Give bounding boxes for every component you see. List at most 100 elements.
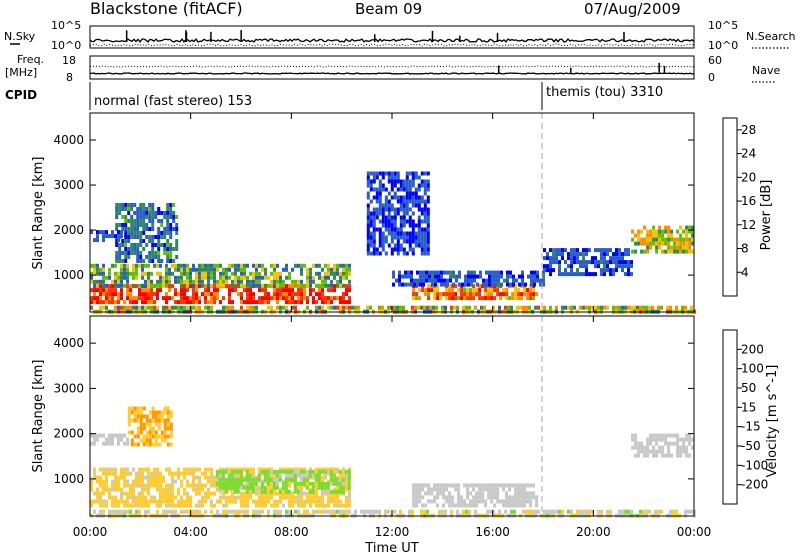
heatmap-cell xyxy=(369,215,373,220)
heatmap-cell xyxy=(499,292,503,297)
heatmap-cell xyxy=(443,282,446,287)
heatmap-cell xyxy=(96,230,99,235)
heatmap-cell xyxy=(133,418,137,423)
heatmap-cell xyxy=(108,271,111,276)
heatmap-cell xyxy=(482,278,485,283)
heatmap-cell xyxy=(430,499,434,504)
heatmap-cell xyxy=(278,469,282,474)
heatmap-cell xyxy=(105,300,108,305)
heatmap-cell xyxy=(465,509,468,514)
heatmap-cell xyxy=(454,503,458,508)
heatmap-cell xyxy=(497,270,500,275)
heatmap-cell xyxy=(418,487,422,492)
heatmap-cell xyxy=(114,483,117,488)
heatmap-cell xyxy=(570,268,573,273)
heatmap-cell xyxy=(139,430,143,435)
heatmap-cell xyxy=(151,255,155,259)
heatmap-cell xyxy=(228,267,231,272)
heatmap-cell xyxy=(372,195,376,200)
heatmap-cell xyxy=(99,230,102,235)
heatmap-cell xyxy=(685,225,689,230)
heatmap-cell xyxy=(294,263,297,268)
heatmap-cell xyxy=(588,248,591,253)
heatmap-cell xyxy=(276,491,279,496)
heatmap-cell xyxy=(499,483,503,488)
heatmap-cell xyxy=(141,491,144,496)
heatmap-cell xyxy=(225,467,228,472)
heatmap-cell xyxy=(649,233,653,238)
heatmap-cell xyxy=(688,453,692,458)
heatmap-cell xyxy=(252,263,255,268)
heatmap-cell xyxy=(117,503,120,508)
heatmap-cell xyxy=(102,471,105,476)
heatmap-cell xyxy=(115,239,119,243)
heatmap-cell xyxy=(282,279,285,284)
heatmap-cell xyxy=(162,509,165,514)
heatmap-cell xyxy=(163,247,167,251)
heatmap-cell xyxy=(676,441,680,446)
heatmap-cell xyxy=(682,249,686,254)
heatmap-cell xyxy=(127,255,131,259)
heatmap-cell xyxy=(151,418,155,423)
heatmap-cell xyxy=(139,211,143,215)
heatmap-cell xyxy=(472,487,476,492)
heatmap-cell xyxy=(150,479,153,484)
heatmap-cell xyxy=(430,491,434,496)
heatmap-cell xyxy=(326,481,330,486)
heatmap-cell xyxy=(423,207,427,212)
heatmap-cell xyxy=(327,479,330,484)
heatmap-cell xyxy=(433,483,437,488)
heatmap-cell xyxy=(348,509,351,514)
heatmap-cell xyxy=(270,487,273,492)
heatmap-cell xyxy=(338,489,342,494)
heatmap-cell xyxy=(127,219,131,223)
heatmap-cell xyxy=(673,237,677,242)
heatmap-cell xyxy=(157,259,161,263)
heatmap-cell xyxy=(466,503,470,508)
heatmap-cell xyxy=(393,223,397,228)
heatmap-cell xyxy=(169,410,173,415)
heatmap-cell xyxy=(144,263,147,268)
heatmap-cell xyxy=(396,243,400,248)
heatmap-cell xyxy=(270,495,273,500)
heatmap-cell xyxy=(160,231,164,235)
heatmap-cell xyxy=(308,469,312,474)
heatmap-cell xyxy=(543,248,546,253)
heatmap-cell xyxy=(261,499,264,504)
heatmap-cell xyxy=(108,491,111,496)
heatmap-cell xyxy=(93,499,96,504)
heatmap-cell xyxy=(496,499,500,504)
heatmap-cell xyxy=(120,288,123,293)
heatmap-cell xyxy=(300,288,303,293)
heatmap-cell xyxy=(420,195,424,200)
heatmap-cell xyxy=(276,305,279,310)
heatmap-cell xyxy=(451,288,455,293)
heatmap-cell xyxy=(478,491,482,496)
heatmap-cell xyxy=(117,475,120,480)
heatmap-cell xyxy=(327,503,330,508)
heatmap-cell xyxy=(410,282,413,287)
heatmap-cell xyxy=(291,292,294,297)
heatmap-cell xyxy=(336,283,339,288)
heatmap-cell xyxy=(655,233,659,238)
heatmap-cell xyxy=(673,249,677,254)
heatmap-cell xyxy=(96,437,99,442)
heatmap-cell xyxy=(96,238,99,243)
heatmap-cell xyxy=(315,487,318,492)
heatmap-cell xyxy=(492,509,495,514)
heatmap-cell xyxy=(655,437,659,442)
heatmap-cell xyxy=(264,292,267,297)
heatmap-cell xyxy=(685,245,689,250)
heatmap-cell xyxy=(166,410,170,415)
heatmap-cell xyxy=(323,481,327,486)
heatmap-cell xyxy=(399,203,403,208)
heatmap-cell xyxy=(390,203,394,208)
heatmap-cell xyxy=(148,211,152,215)
heatmap-cell xyxy=(219,275,222,280)
heatmap-cell xyxy=(381,211,385,216)
heatmap-cell xyxy=(643,225,647,230)
heatmap-cell xyxy=(321,275,324,280)
heatmap-cell xyxy=(139,418,143,423)
heatmap-cell xyxy=(186,503,189,508)
heatmap-cell xyxy=(172,219,176,223)
